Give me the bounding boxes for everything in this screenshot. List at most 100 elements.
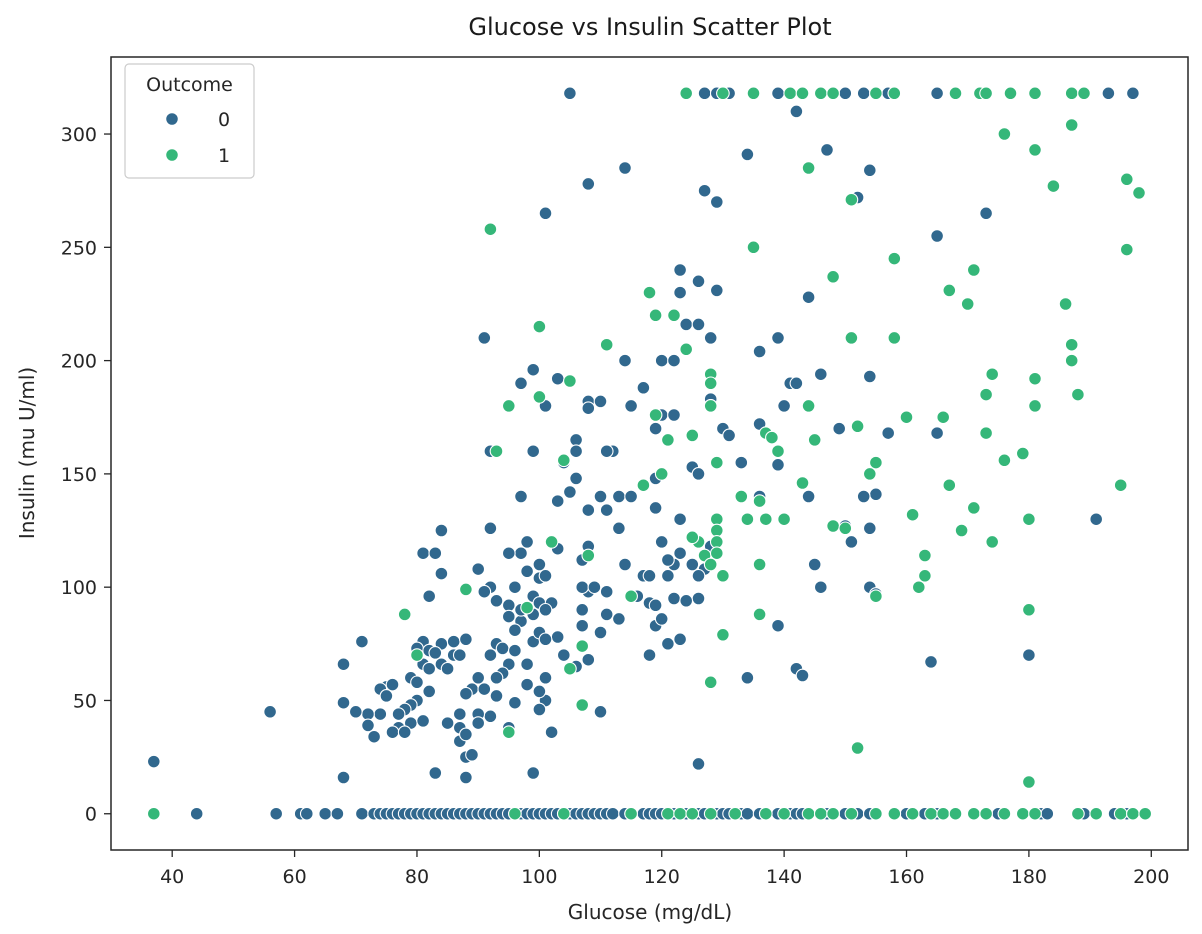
data-point	[501, 546, 516, 561]
data-point	[501, 609, 516, 624]
data-point	[465, 747, 479, 762]
data-point	[483, 709, 498, 724]
data-point	[263, 704, 277, 719]
data-point	[813, 367, 828, 382]
data-point	[1028, 143, 1042, 157]
axes: 40 60 80 100 120 140 160 180 200 0 50 100 150 200 250 3…	[61, 124, 1170, 888]
data-point	[832, 421, 847, 436]
data-point	[661, 553, 675, 567]
data-point	[526, 362, 541, 377]
data-point	[1126, 86, 1140, 101]
data-point	[452, 648, 467, 662]
data-point	[801, 290, 816, 305]
data-point	[1119, 172, 1134, 187]
data-point	[550, 630, 565, 644]
data-point	[703, 399, 718, 413]
data-point	[826, 806, 840, 821]
data-point	[642, 648, 657, 662]
data-point	[477, 682, 492, 696]
data-point	[1132, 186, 1146, 200]
data-point	[979, 426, 993, 440]
data-point	[556, 648, 571, 662]
data-point	[716, 568, 730, 583]
data-point	[679, 317, 694, 332]
data-point	[942, 478, 957, 493]
data-point	[538, 632, 553, 647]
data-point	[501, 399, 516, 413]
data-point	[459, 582, 473, 597]
data-point	[789, 376, 804, 391]
data-point	[697, 183, 712, 198]
data-point	[740, 670, 755, 685]
data-point	[869, 806, 883, 821]
data-point	[1089, 512, 1104, 527]
data-point	[624, 399, 638, 413]
data-point	[581, 401, 596, 416]
x-tick-label: 180	[1011, 866, 1047, 888]
data-point	[869, 455, 883, 470]
data-point	[758, 806, 773, 821]
data-point	[532, 319, 547, 334]
data-point	[1015, 446, 1030, 461]
data-point	[599, 607, 614, 622]
data-point	[526, 766, 541, 780]
data-point	[1101, 86, 1116, 101]
data-point	[385, 677, 400, 692]
data-point	[489, 670, 504, 685]
data-point	[930, 229, 944, 243]
data-point	[911, 580, 926, 595]
data-point	[581, 503, 596, 517]
y-axis-label: Insulin (mu U/ml)	[15, 367, 39, 539]
data-point	[703, 806, 718, 821]
data-point	[1089, 806, 1104, 821]
data-point	[440, 716, 455, 730]
data-point	[679, 86, 694, 101]
data-point	[685, 530, 700, 545]
data-point	[624, 806, 638, 821]
data-point	[795, 668, 810, 683]
data-point	[887, 806, 902, 821]
data-point	[575, 639, 590, 653]
y-tick-label: 300	[61, 124, 97, 146]
data-point	[667, 408, 681, 422]
data-point	[361, 707, 375, 721]
data-point	[899, 410, 914, 425]
data-point	[648, 408, 663, 422]
plot-frame	[110, 56, 1189, 851]
data-point	[716, 86, 730, 101]
data-point	[869, 86, 883, 101]
data-point	[189, 806, 204, 821]
x-axis-ticks: 40 60 80 100 120 140 160 180 200	[160, 850, 1169, 888]
data-point	[1119, 242, 1134, 257]
data-point	[348, 704, 363, 719]
data-point	[734, 455, 749, 470]
data-point	[850, 419, 865, 434]
data-point	[422, 661, 437, 676]
data-point	[685, 428, 700, 443]
x-tick-label: 200	[1133, 866, 1169, 888]
data-point	[459, 770, 473, 785]
data-point	[550, 494, 565, 508]
data-point	[862, 467, 877, 481]
data-point	[709, 455, 724, 470]
data-point	[575, 698, 590, 712]
data-point	[410, 648, 424, 662]
data-point	[826, 519, 840, 533]
data-point	[1113, 478, 1128, 493]
x-tick-label: 40	[160, 866, 184, 888]
data-point	[452, 707, 467, 721]
data-point	[532, 390, 547, 404]
data-point	[489, 689, 504, 703]
data-point	[924, 806, 938, 821]
data-point	[918, 568, 932, 583]
data-point	[446, 634, 461, 649]
data-point	[1126, 806, 1140, 821]
data-point	[801, 806, 816, 821]
data-point	[1138, 806, 1153, 821]
data-point	[918, 548, 932, 563]
x-tick-label: 100	[521, 866, 557, 888]
data-point	[887, 86, 902, 101]
data-point	[379, 689, 394, 703]
data-point	[862, 163, 877, 178]
